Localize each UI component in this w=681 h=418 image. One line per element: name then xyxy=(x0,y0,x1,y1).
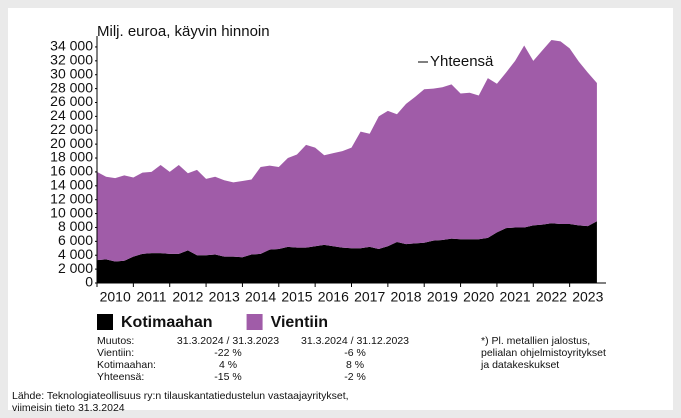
x-tick-label: 2012 xyxy=(172,289,203,305)
legend-swatch xyxy=(246,314,263,330)
source: viimeisin tieto 31.3.2024 xyxy=(12,402,125,414)
table-cell: 8 % xyxy=(346,359,364,371)
x-tick-label: 2010 xyxy=(100,289,131,305)
table-cell: Yhteensä: xyxy=(97,371,144,383)
table-cell: -2 % xyxy=(344,371,366,383)
y-tick-label: 30 000 xyxy=(50,65,93,81)
x-tick-label: 2011 xyxy=(136,289,166,305)
y-tick-label: 0 xyxy=(85,274,93,290)
y-tick-label: 12 000 xyxy=(50,190,93,206)
table-cell: Kotimaahan: xyxy=(97,359,156,371)
x-tick-label: 2021 xyxy=(500,289,531,305)
y-tick-label: 16 000 xyxy=(50,163,93,179)
y-tick-label: 6 000 xyxy=(58,232,93,248)
y-tick-label: 8 000 xyxy=(58,218,93,234)
source: Lähde: Teknologiateollisuus ry:n tilausk… xyxy=(12,390,349,402)
y-tick-label: 22 000 xyxy=(50,121,93,137)
y-tick-label: 20 000 xyxy=(50,135,93,151)
x-tick-label: 2022 xyxy=(536,289,567,305)
y-tick-label: 10 000 xyxy=(50,204,93,220)
chart-title: Milj. euroa, käyvin hinnoin xyxy=(97,23,270,40)
legend-label: Vientiin xyxy=(271,314,329,331)
y-tick-label: 14 000 xyxy=(50,177,93,193)
x-tick-label: 2013 xyxy=(209,289,240,305)
x-tick-label: 2015 xyxy=(281,289,312,305)
x-tick-label: 2017 xyxy=(354,289,385,305)
x-tick-label: 2016 xyxy=(318,289,349,305)
note: ja datakeskukset xyxy=(480,359,559,371)
x-tick-label: 2020 xyxy=(463,289,494,305)
table-cell: -6 % xyxy=(344,347,366,359)
table-cell: -22 % xyxy=(214,347,241,359)
annotation: Yhteensä xyxy=(430,53,494,70)
y-tick-label: 24 000 xyxy=(50,107,93,123)
table-header: 31.3.2024 / 31.3.2023 xyxy=(177,335,279,347)
legend-swatch xyxy=(97,314,113,330)
x-tick-label: 2019 xyxy=(427,289,458,305)
y-tick-label: 34 000 xyxy=(50,38,93,54)
table-header: 31.3.2024 / 31.12.2023 xyxy=(301,335,409,347)
note: *) Pl. metallien jalostus, xyxy=(481,335,590,347)
table-cell: Vientiin: xyxy=(97,347,134,359)
table-cell: -15 % xyxy=(214,371,241,383)
x-tick-label: 2023 xyxy=(572,289,603,305)
y-tick-label: 2 000 xyxy=(58,260,93,276)
note: pelialan ohjelmistoyritykset xyxy=(481,347,606,359)
y-tick-label: 28 000 xyxy=(50,79,93,95)
area xyxy=(97,221,597,283)
y-tick-label: 18 000 xyxy=(50,149,93,165)
y-tick-label: 4 000 xyxy=(58,246,93,262)
y-tick-label: 26 000 xyxy=(50,93,93,109)
table-header: Muutos: xyxy=(97,335,134,347)
legend-label: Kotimaahan xyxy=(121,314,213,331)
table-cell: 4 % xyxy=(219,359,237,371)
area xyxy=(97,40,597,262)
x-tick-label: 2014 xyxy=(245,289,276,305)
y-tick-label: 32 000 xyxy=(50,52,93,68)
x-tick-label: 2018 xyxy=(390,289,421,305)
